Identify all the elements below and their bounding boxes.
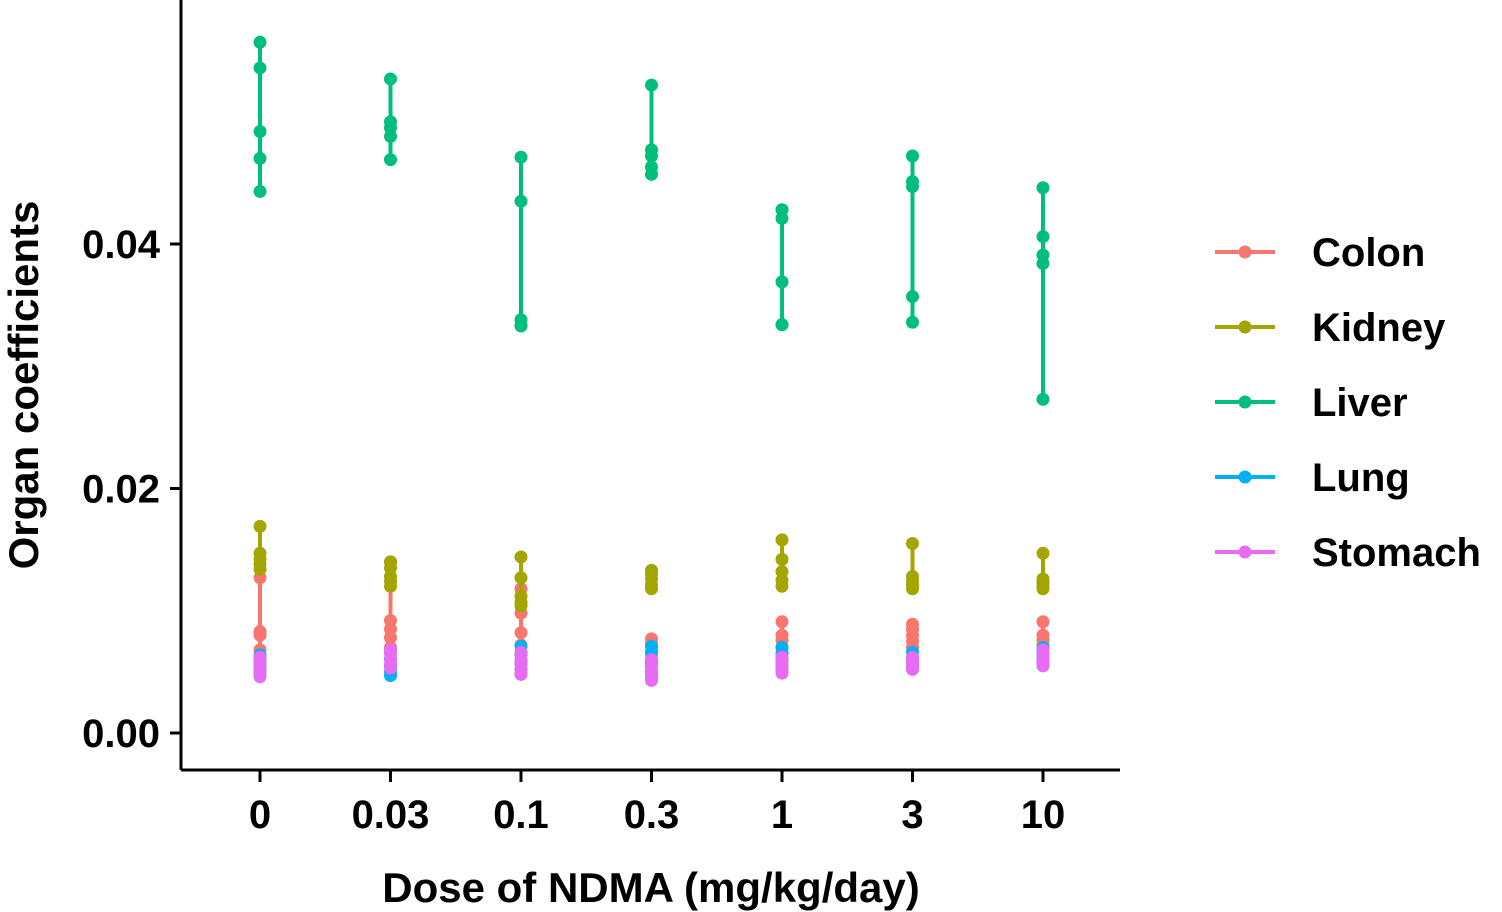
y-tick-label: 0.04 [82,223,161,267]
data-point [253,61,267,75]
data-point [906,149,919,163]
data-point [514,550,528,564]
data-point [775,579,789,593]
data-point [514,319,528,333]
data-point [775,275,789,289]
data-point [775,533,789,547]
data-point [906,582,919,596]
data-point [775,211,789,225]
data-point [384,579,397,593]
data-point [775,615,789,629]
x-tick-label: 0.03 [352,793,430,837]
data-point [253,670,267,684]
data-point [514,194,528,208]
y-axis-ticks: 0.00 0.02 0.04 [82,223,181,756]
data-point [906,662,919,676]
data-point [514,667,528,681]
data-point [1036,257,1050,271]
data-point [514,599,528,613]
legend-item-lung: Lung [1215,456,1410,500]
legend-swatch-point [1238,320,1252,334]
data-point [384,661,397,675]
data-point [775,666,789,680]
series-stomach [253,643,1050,687]
data-point [253,151,267,165]
legend-label: Stomach [1312,531,1481,575]
data-point [253,35,267,49]
legend-item-stomach: Stomach [1215,531,1481,575]
data-point [906,537,919,551]
legend: Colon Kidney Liver Lung Stomach [1215,231,1481,575]
x-tick-label: 1 [771,793,793,837]
data-point [1036,230,1050,244]
legend-item-colon: Colon [1215,231,1425,275]
data-point [645,673,658,687]
data-point [906,180,919,194]
data-point [253,562,267,576]
data-point [384,129,397,143]
legend-swatch-point [1238,245,1252,259]
data-point [645,78,658,92]
data-point [1036,582,1050,596]
legend-item-liver: Liver [1215,381,1408,425]
y-tick-label: 0.02 [82,468,160,512]
data-point [775,318,789,332]
data-point [1036,392,1050,406]
x-tick-label: 0.1 [493,793,549,837]
x-tick-label: 0 [249,793,271,837]
legend-label: Kidney [1312,306,1446,350]
x-axis-title: Dose of NDMA (mg/kg/day) [382,864,919,911]
y-tick-label: 0.00 [82,712,160,756]
data-point [253,125,267,139]
data-point [514,150,528,164]
data-point [514,626,528,640]
legend-swatch-point [1238,395,1252,409]
data-point [1036,181,1050,195]
legend-swatch-point [1238,545,1252,559]
data-point [1036,659,1050,673]
series-liver [253,35,1050,406]
data-point [645,582,658,596]
data-point [645,167,658,181]
series-kidney [253,519,1050,613]
data-point [514,571,528,585]
x-axis-ticks: 0 0.03 0.1 0.3 1 3 10 [249,770,1065,837]
data-point [253,519,267,533]
data-point [384,631,397,645]
data-point [906,315,919,329]
data-point [384,72,397,86]
data-point [645,149,658,163]
data-point [384,153,397,167]
x-tick-label: 3 [901,793,923,837]
data-point [906,290,919,304]
legend-swatch-point [1238,470,1252,484]
legend-label: Lung [1312,456,1410,500]
data-point [253,184,267,198]
legend-label: Liver [1312,381,1408,425]
legend-label: Colon [1312,231,1425,275]
x-tick-label: 0.3 [624,793,680,837]
legend-item-kidney: Kidney [1215,306,1446,350]
plot-area [253,35,1050,687]
data-point [1036,546,1050,560]
data-point [1036,615,1050,629]
y-axis-title: Organ coefficients [0,201,47,570]
data-point [775,552,789,566]
x-tick-label: 10 [1021,793,1066,837]
data-point [253,628,267,642]
